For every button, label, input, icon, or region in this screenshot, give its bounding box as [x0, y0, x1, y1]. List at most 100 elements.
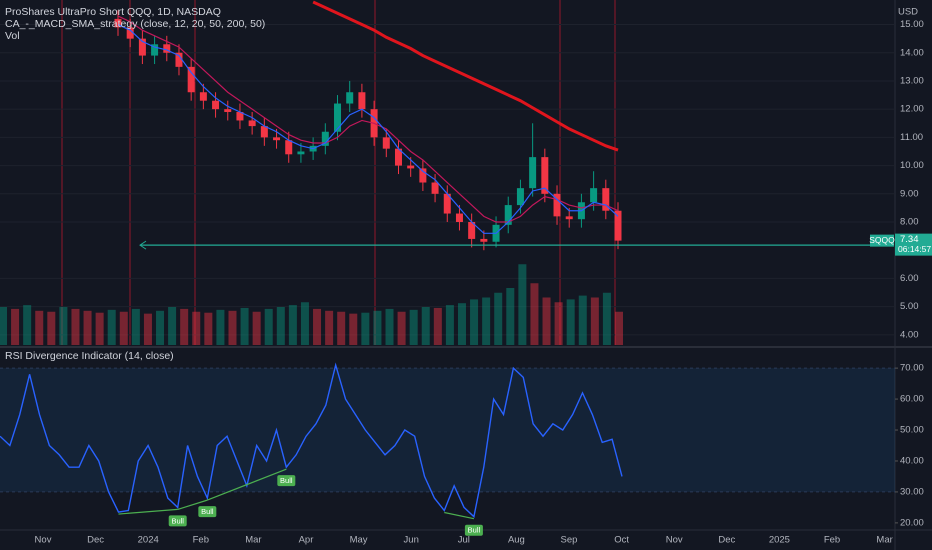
volume-bar [35, 310, 44, 345]
divergence-line [118, 508, 178, 515]
x-tick-label: Dec [87, 535, 104, 546]
candle-body [394, 148, 402, 166]
signal-lines [61, 0, 616, 345]
rsi-tick-label: 40.00 [900, 455, 924, 466]
volume-bar [518, 264, 527, 345]
candle-body [382, 137, 390, 149]
y-tick-label: 9.00 [900, 188, 919, 199]
divergence-line [177, 499, 208, 510]
candle-body [346, 92, 354, 104]
x-tick-label: Feb [193, 535, 209, 546]
bull-label: Bull [280, 476, 293, 485]
candle-body [504, 205, 512, 225]
ma-line [117, 15, 619, 223]
volume-bar [494, 292, 503, 345]
volume-bar [276, 307, 285, 345]
candle-body [248, 120, 256, 127]
volume-bar [216, 309, 225, 345]
candle-body [468, 222, 476, 239]
volume-bar [107, 309, 116, 345]
x-tick-label: 2024 [138, 535, 159, 546]
volume-bar [337, 311, 346, 345]
symbol-label: SQQQ [869, 235, 895, 245]
volume-bar [397, 311, 406, 345]
candle-body [138, 38, 146, 56]
volume-bar [566, 299, 575, 345]
volume-bar [119, 311, 128, 345]
x-tick-label: Nov [35, 535, 52, 546]
candle-body [602, 188, 610, 211]
candle-body [541, 157, 549, 194]
rsi-title: RSI Divergence Indicator (14, close) [5, 350, 174, 362]
volume-bar [95, 312, 104, 345]
volume-bar [131, 308, 140, 345]
volume-bar [23, 305, 32, 345]
candle-body [114, 18, 122, 28]
volume-bar [554, 302, 563, 345]
volume-bar [228, 310, 237, 345]
volume-bar [192, 311, 201, 345]
volume-bar [457, 303, 466, 345]
bull-label: Bull [468, 526, 481, 535]
y-tick-label: 13.00 [900, 75, 924, 86]
volume-label: Vol [5, 30, 20, 42]
y-tick-label: 8.00 [900, 217, 919, 228]
volume-bar [83, 310, 92, 345]
candle-body [224, 109, 232, 112]
bull-box [168, 515, 187, 527]
candle-body [419, 168, 427, 183]
bull-label: Bull [201, 507, 214, 516]
volume-bar [240, 307, 249, 345]
rsi-band [0, 368, 895, 492]
x-tick-label: Dec [718, 535, 735, 546]
candle-body [334, 103, 342, 132]
divergence-line [207, 468, 287, 501]
volume-bar [433, 307, 442, 345]
x-tick-label: May [350, 535, 368, 546]
rsi-tick-label: 50.00 [900, 425, 924, 436]
x-tick-label: Mar [245, 535, 261, 546]
x-tick-label: 2025 [769, 535, 790, 546]
bull-label: Bull [171, 516, 184, 525]
volume-bar [143, 313, 152, 345]
currency: USD [898, 7, 918, 18]
volume-bar [300, 302, 309, 345]
bull-box [277, 475, 296, 487]
candle-body [590, 188, 598, 203]
volume-bar [506, 288, 515, 345]
volume-bar [264, 308, 273, 345]
volume-bar [615, 311, 623, 345]
volume-bar [361, 312, 370, 345]
candle-body [151, 44, 159, 56]
y-tick-label: 15.00 [900, 19, 924, 30]
candle-body [455, 213, 463, 223]
candle-body [297, 151, 305, 155]
volume-bar [168, 307, 177, 345]
y-tick-label: 10.00 [900, 160, 924, 171]
candle-body [236, 111, 244, 121]
volume-bar [445, 305, 454, 345]
x-tick-label: Sep [561, 535, 578, 546]
candle-body [175, 52, 183, 67]
x-tick-label: Oct [614, 535, 629, 546]
volume-bar [47, 311, 56, 345]
x-tick-label: Feb [824, 535, 840, 546]
bull-box [198, 506, 217, 518]
rsi-tick-label: 70.00 [900, 363, 924, 374]
rsi-line [0, 362, 623, 519]
candle-body [163, 44, 171, 53]
divergence-line [444, 511, 475, 520]
volume-bar [71, 308, 80, 345]
candle-body [126, 27, 134, 39]
volume-bar [349, 313, 358, 345]
candle-body [273, 137, 281, 141]
candle-body [553, 193, 561, 217]
candle-body [187, 66, 195, 93]
volume-bar [602, 292, 611, 345]
volume-bar [313, 308, 322, 345]
chart-title: ProShares UltraPro Short QQQ, 1D, NASDAQ [5, 6, 221, 18]
x-tick-label: Aug [508, 535, 525, 546]
